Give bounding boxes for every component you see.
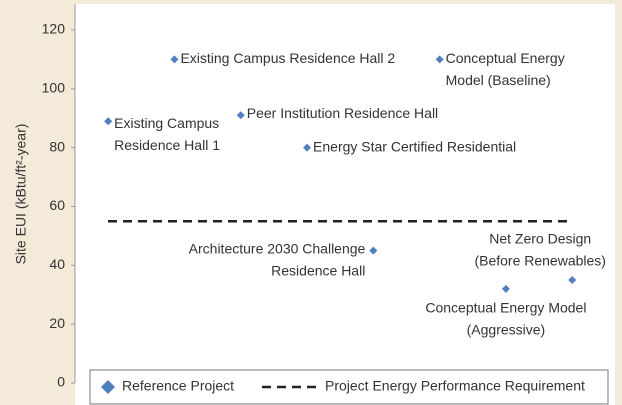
point-label: Architecture 2030 Challenge [189,240,366,256]
point-label: Existing Campus Residence Hall 2 [180,50,395,66]
point-label: Residence Hall [271,262,365,278]
point [104,117,113,126]
point-label: Conceptual Energy [446,50,565,66]
point-label: (Aggressive) [467,322,546,338]
point-label: Existing Campus [114,115,219,131]
legend-label: Project Energy Performance Requirement [325,378,585,394]
point [501,284,510,293]
y-tick-label: 100 [42,80,66,96]
y-tick-label: 60 [49,197,65,213]
y-tick-label: 20 [49,315,65,331]
legend-marker [101,380,115,394]
y-tick-label: 120 [42,21,66,37]
y-tick-label: 0 [57,374,65,390]
legend [89,369,609,405]
point-label: Net Zero Design [489,231,591,247]
point [568,276,577,285]
point [303,143,312,152]
y-tick-label: 80 [49,138,65,154]
legend-label: Reference Project [122,378,234,394]
point-label: Peer Institution Residence Hall [247,105,438,121]
point-label: Energy Star Certified Residential [313,138,516,154]
point-label: Residence Hall 1 [114,137,220,153]
y-tick-label: 40 [49,256,65,272]
point-label: Conceptual Energy Model [425,300,586,316]
point [236,111,245,120]
point-label: (Before Renewables) [474,253,606,269]
point [435,55,444,64]
y-axis-label: Site EUI (kBtu/ft²-year) [13,124,29,265]
plot-area [75,4,615,405]
point [369,246,378,255]
point-label: Model (Baseline) [446,72,551,88]
point [170,55,179,64]
